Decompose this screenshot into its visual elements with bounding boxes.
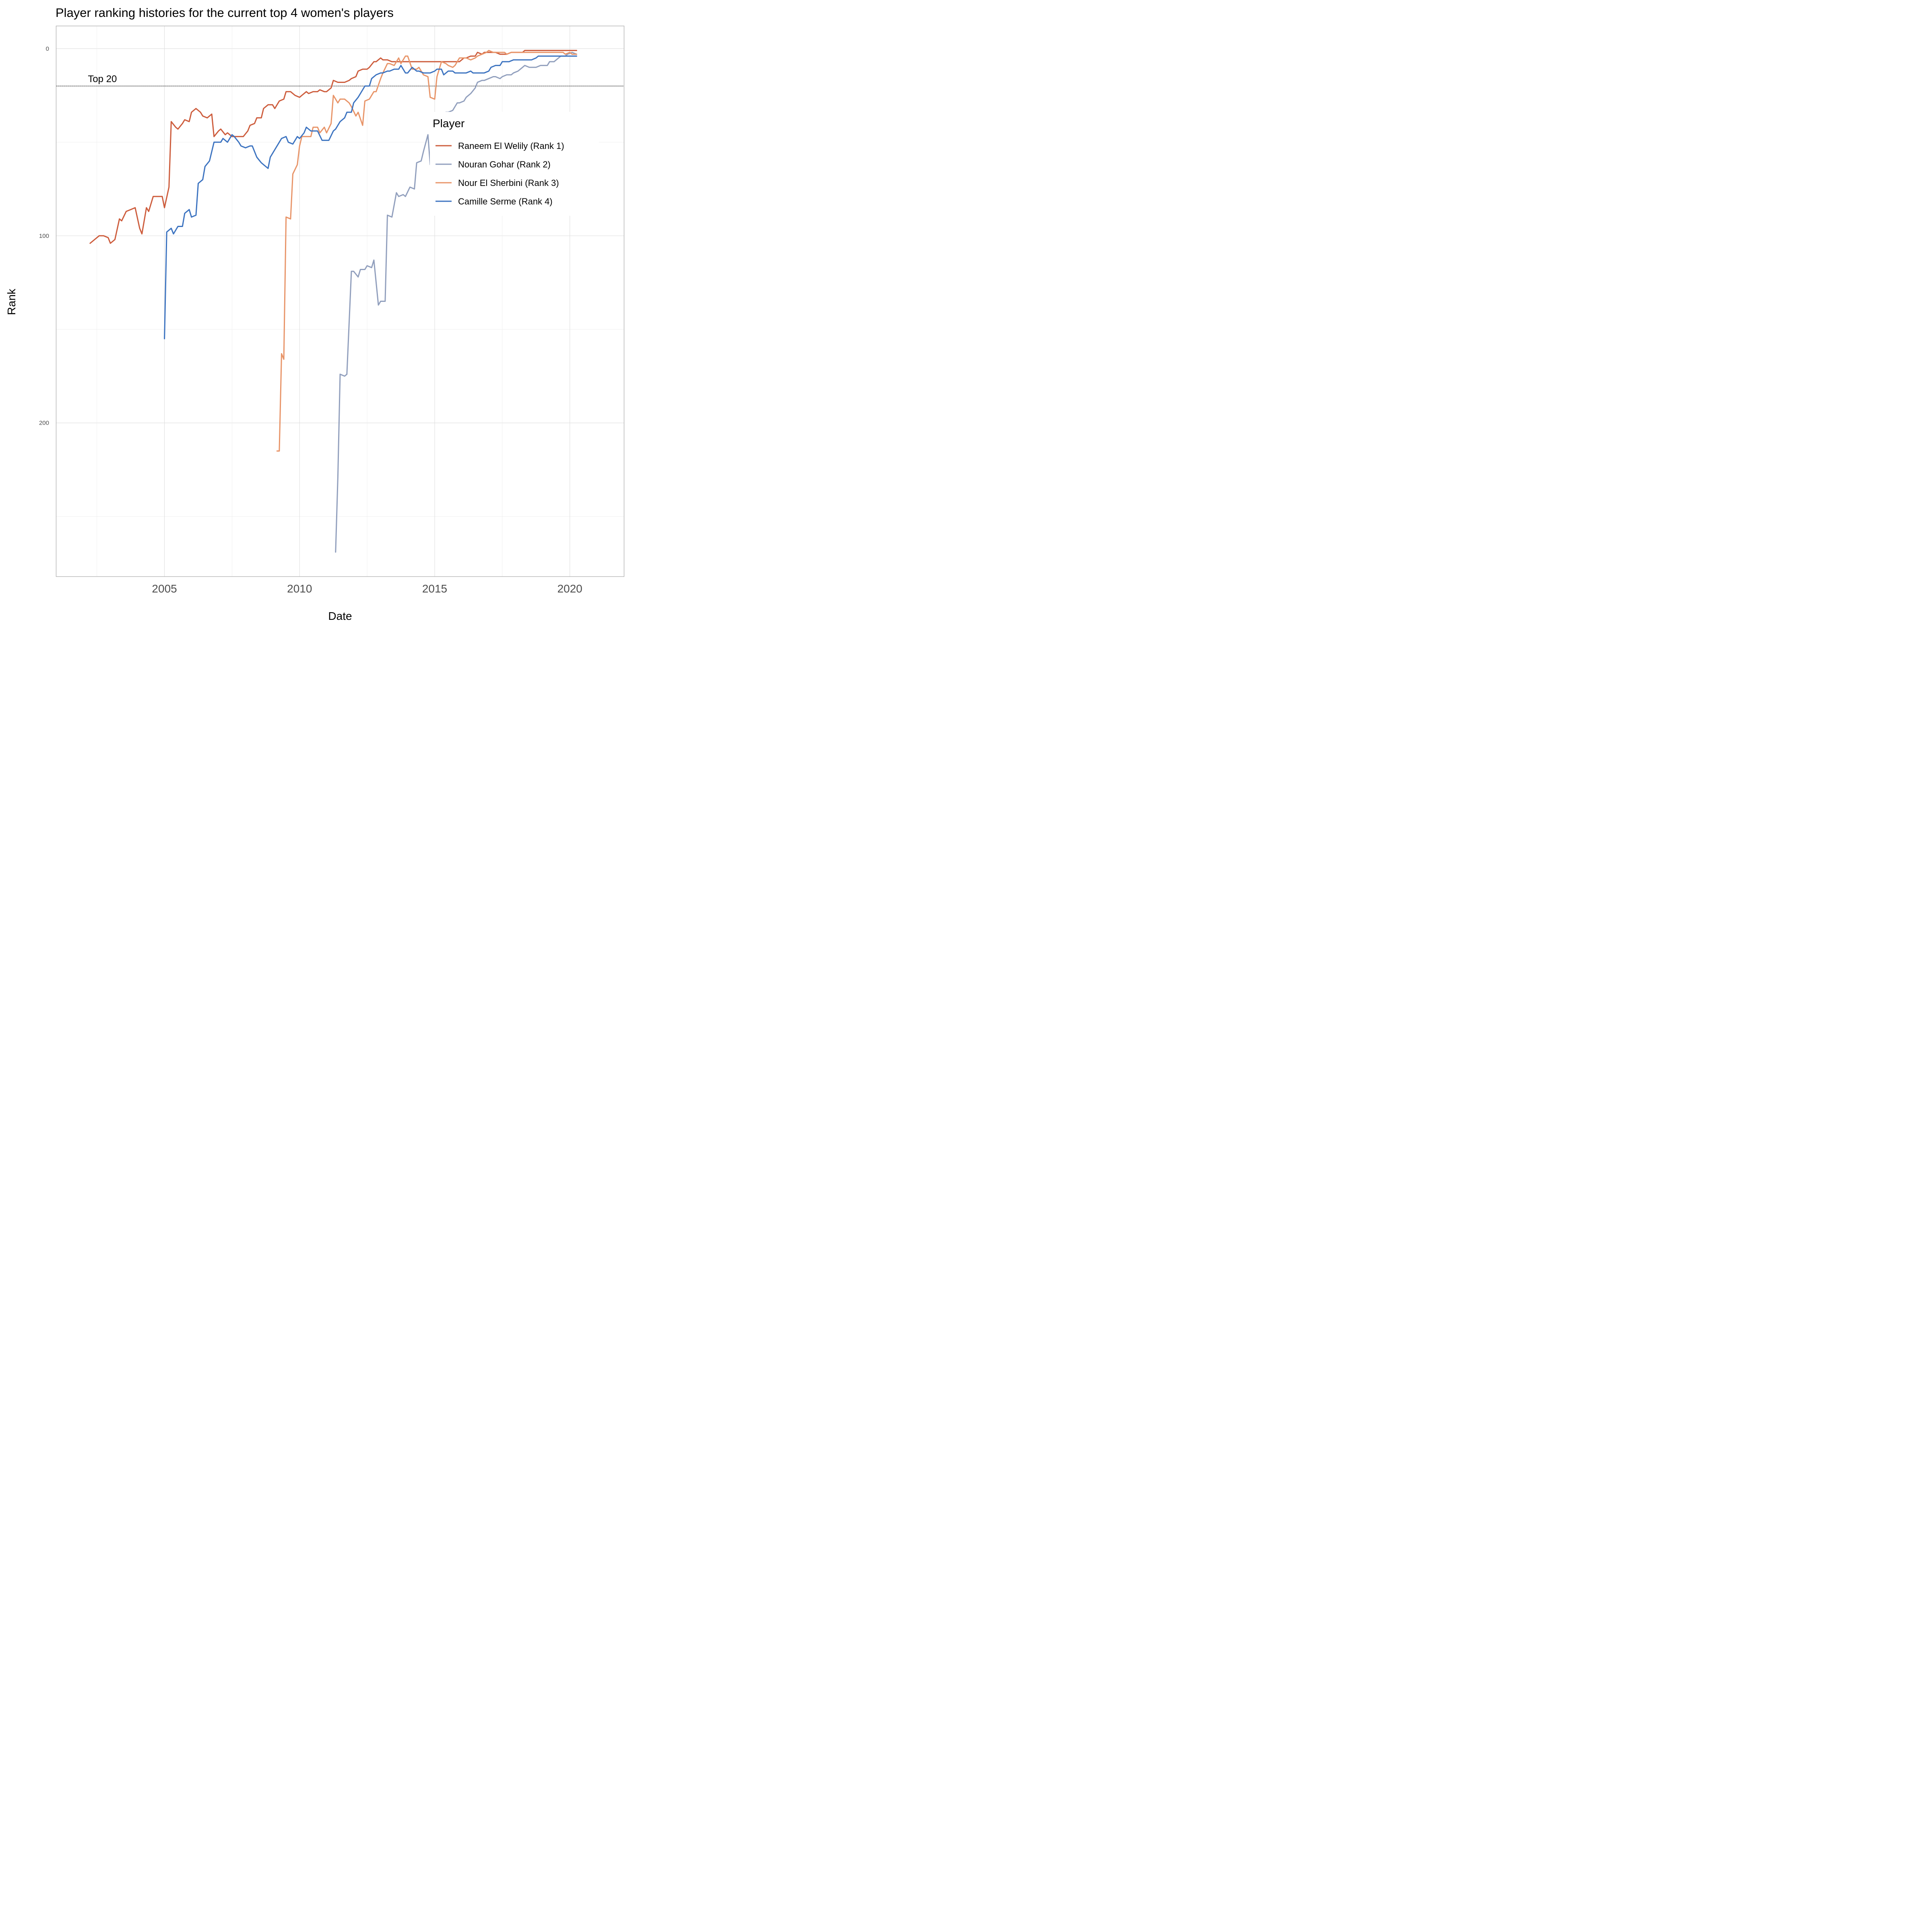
y-axis-title: Rank <box>5 288 18 315</box>
x-tick-label: 2015 <box>422 582 447 595</box>
legend-label-2: Nouran Gohar (Rank 2) <box>458 159 551 169</box>
legend-background <box>430 112 599 216</box>
y-tick-label: 200 <box>39 420 49 427</box>
reference-line-group: Top 20 <box>56 74 624 87</box>
chart: Player ranking histories for the current… <box>5 6 625 622</box>
x-tick-label: 2005 <box>152 582 177 595</box>
series-lines <box>89 50 577 553</box>
y-tick-label: 0 <box>46 45 49 52</box>
legend-label-1: Raneem El Welily (Rank 1) <box>458 141 564 151</box>
x-tick-label: 2010 <box>287 582 312 595</box>
legend-items: Raneem El Welily (Rank 1) Nouran Gohar (R… <box>436 141 564 206</box>
series-line-4 <box>164 55 577 339</box>
plot-panel <box>56 25 625 577</box>
x-tick-label: 2020 <box>557 582 582 595</box>
legend-title: Player <box>433 117 464 130</box>
top-20-label: Top 20 <box>88 74 117 85</box>
series-line-2 <box>335 52 577 553</box>
y-tick-label: 100 <box>39 233 49 239</box>
legend-label-4: Camille Serme (Rank 4) <box>458 196 553 206</box>
x-axis-title: Date <box>328 610 352 622</box>
series-line-3 <box>276 50 577 452</box>
grid-lines <box>56 26 624 576</box>
legend: Player Raneem El Welily (Rank 1) Nouran G… <box>430 112 599 216</box>
chart-title: Player ranking histories for the current… <box>56 6 394 20</box>
y-axis-ticks: 0 100 200 <box>39 45 49 427</box>
x-axis-ticks: 2005 2010 2015 2020 <box>152 582 582 595</box>
legend-label-3: Nour El Sherbini (Rank 3) <box>458 178 559 188</box>
